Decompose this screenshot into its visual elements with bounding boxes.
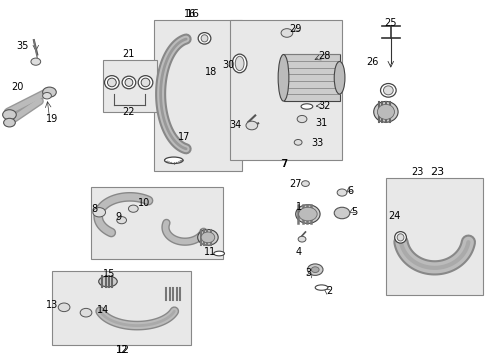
Text: 30: 30 [222,59,234,69]
Text: 22: 22 [122,107,135,117]
Text: 1: 1 [295,202,302,212]
Circle shape [297,116,306,123]
Circle shape [281,29,292,37]
Circle shape [31,58,41,65]
Text: 23: 23 [429,167,443,177]
Ellipse shape [201,35,207,42]
Circle shape [294,139,302,145]
Ellipse shape [333,62,344,94]
Bar [52,271,190,345]
Text: 20: 20 [11,82,24,92]
Ellipse shape [213,251,224,256]
Circle shape [336,189,346,196]
Ellipse shape [122,76,136,89]
Circle shape [42,87,56,97]
Text: 34: 34 [229,121,242,130]
Text: 5: 5 [350,207,356,217]
Circle shape [301,181,309,186]
Text: 26: 26 [366,57,378,67]
Ellipse shape [383,86,392,95]
Text: 25: 25 [384,18,396,28]
Ellipse shape [235,56,244,71]
Ellipse shape [396,234,403,241]
Text: 11: 11 [204,247,216,257]
Ellipse shape [99,276,117,287]
Ellipse shape [394,231,406,243]
Circle shape [58,303,70,312]
Text: 9: 9 [115,212,122,221]
Ellipse shape [315,285,327,290]
Text: 2: 2 [326,286,332,296]
Text: 15: 15 [102,269,115,279]
Text: 24: 24 [387,211,400,221]
Text: 19: 19 [46,114,58,124]
Circle shape [298,236,305,242]
Text: 27: 27 [289,179,302,189]
Ellipse shape [232,54,246,73]
Ellipse shape [141,78,150,87]
Ellipse shape [278,54,288,101]
Bar [385,178,483,295]
Ellipse shape [164,157,183,163]
Ellipse shape [107,78,116,87]
Bar [229,21,341,160]
Ellipse shape [301,104,312,109]
Ellipse shape [295,205,320,224]
Ellipse shape [380,84,395,97]
Text: 31: 31 [315,118,327,128]
Circle shape [333,207,349,219]
Circle shape [311,267,319,273]
Text: 13: 13 [46,300,58,310]
Text: 28: 28 [318,51,330,61]
Text: 16: 16 [186,9,200,19]
Text: 18: 18 [204,67,216,77]
Circle shape [2,110,16,120]
Circle shape [128,205,138,212]
Text: 7: 7 [281,159,287,169]
Ellipse shape [197,229,218,245]
Text: 33: 33 [311,139,324,148]
Text: 8: 8 [91,204,97,214]
Text: 29: 29 [289,24,301,35]
Circle shape [3,118,15,127]
Text: 17: 17 [177,132,189,142]
Ellipse shape [201,232,214,243]
Ellipse shape [125,78,133,86]
Circle shape [117,217,126,224]
Text: 14: 14 [97,305,109,315]
Circle shape [245,121,257,130]
Text: 32: 32 [318,102,330,112]
Text: 16: 16 [183,9,196,19]
Text: 23: 23 [410,167,423,177]
Text: 35: 35 [17,41,29,50]
Circle shape [80,309,92,317]
Ellipse shape [138,76,153,89]
Ellipse shape [298,207,317,221]
Bar [154,21,242,171]
Text: 4: 4 [295,247,302,257]
Ellipse shape [377,104,394,120]
Text: 12: 12 [116,345,128,355]
Circle shape [42,93,51,99]
Text: 21: 21 [122,49,135,59]
Text: 12: 12 [115,345,129,355]
Bar [91,187,222,259]
Bar [283,54,339,101]
Text: 3: 3 [305,268,311,278]
Bar [103,60,157,112]
Ellipse shape [198,33,210,44]
Ellipse shape [104,76,119,89]
Circle shape [93,208,105,217]
Text: 10: 10 [138,198,150,208]
Text: 6: 6 [346,186,352,196]
Ellipse shape [373,102,397,122]
Text: 7: 7 [279,159,286,169]
Circle shape [307,264,323,275]
